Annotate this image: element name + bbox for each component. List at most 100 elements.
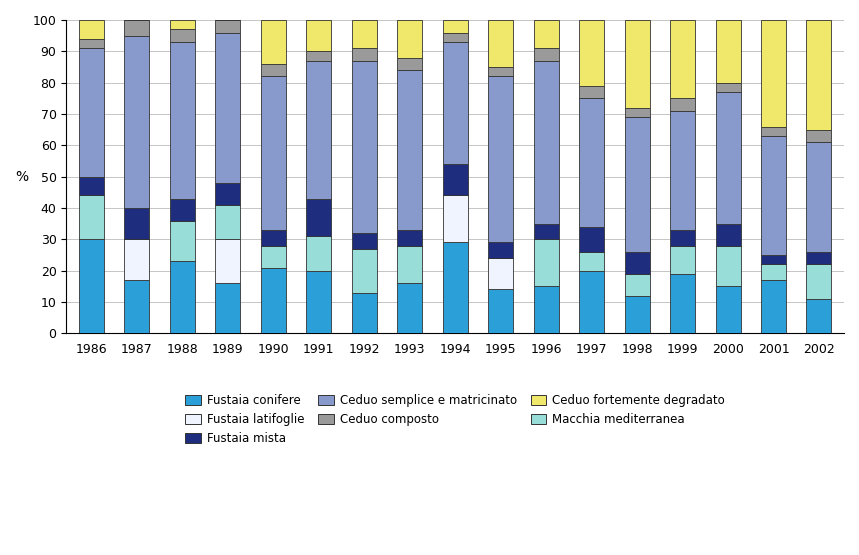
Bar — [761, 255, 786, 264]
Bar — [79, 39, 104, 48]
Bar — [442, 42, 467, 164]
Bar — [260, 64, 286, 77]
Bar — [716, 224, 740, 246]
Bar — [670, 274, 695, 334]
Bar — [216, 239, 241, 283]
Bar — [306, 20, 332, 51]
Bar — [670, 230, 695, 246]
Bar — [397, 283, 422, 334]
Bar — [351, 249, 377, 292]
Bar — [351, 233, 377, 249]
Bar — [79, 176, 104, 195]
Bar — [260, 77, 286, 230]
Bar — [351, 20, 377, 48]
Bar — [306, 199, 332, 236]
Bar — [807, 264, 832, 299]
Bar — [170, 42, 195, 199]
Bar — [488, 20, 513, 67]
Bar — [170, 20, 195, 29]
Bar — [488, 290, 513, 334]
Bar — [397, 246, 422, 283]
Bar — [579, 20, 604, 86]
Bar — [125, 239, 149, 280]
Bar — [397, 230, 422, 246]
Bar — [306, 236, 332, 271]
Y-axis label: %: % — [15, 170, 28, 184]
Bar — [624, 296, 649, 334]
Bar — [624, 20, 649, 108]
Bar — [260, 20, 286, 64]
Bar — [761, 264, 786, 280]
Bar — [260, 268, 286, 334]
Bar — [397, 20, 422, 58]
Bar — [807, 20, 832, 130]
Bar — [670, 246, 695, 274]
Bar — [442, 33, 467, 42]
Bar — [216, 183, 241, 205]
Bar — [488, 67, 513, 77]
Bar — [351, 48, 377, 60]
Bar — [579, 271, 604, 334]
Bar — [306, 51, 332, 60]
Bar — [397, 70, 422, 230]
Bar — [807, 142, 832, 252]
Bar — [125, 280, 149, 334]
Bar — [533, 48, 558, 60]
Bar — [716, 246, 740, 286]
Bar — [579, 252, 604, 271]
Bar — [306, 60, 332, 199]
Bar — [716, 20, 740, 83]
Bar — [306, 271, 332, 334]
Bar — [579, 227, 604, 252]
Bar — [624, 108, 649, 117]
Bar — [488, 258, 513, 290]
Bar — [670, 111, 695, 230]
Bar — [216, 205, 241, 239]
Bar — [216, 20, 241, 33]
Bar — [216, 283, 241, 334]
Bar — [351, 60, 377, 233]
Bar — [716, 83, 740, 92]
Bar — [807, 252, 832, 264]
Bar — [125, 20, 149, 36]
Legend: Fustaia conifere, Fustaia latifoglie, Fustaia mista, Ceduo semplice e matricinat: Fustaia conifere, Fustaia latifoglie, Fu… — [180, 390, 729, 450]
Bar — [807, 130, 832, 142]
Bar — [761, 280, 786, 334]
Bar — [397, 58, 422, 70]
Bar — [442, 243, 467, 334]
Bar — [716, 286, 740, 334]
Bar — [670, 98, 695, 111]
Bar — [170, 261, 195, 334]
Bar — [533, 20, 558, 48]
Bar — [533, 224, 558, 239]
Bar — [488, 77, 513, 243]
Bar — [533, 286, 558, 334]
Bar — [260, 246, 286, 268]
Bar — [807, 299, 832, 334]
Bar — [624, 117, 649, 252]
Bar — [624, 274, 649, 296]
Bar — [579, 98, 604, 227]
Bar — [533, 239, 558, 286]
Bar — [79, 48, 104, 176]
Bar — [716, 92, 740, 224]
Bar — [260, 230, 286, 246]
Bar — [442, 164, 467, 195]
Bar — [170, 220, 195, 261]
Bar — [624, 252, 649, 274]
Bar — [442, 20, 467, 33]
Bar — [125, 36, 149, 208]
Bar — [442, 195, 467, 243]
Bar — [125, 208, 149, 239]
Bar — [79, 239, 104, 334]
Bar — [761, 127, 786, 136]
Bar — [488, 243, 513, 258]
Bar — [533, 60, 558, 224]
Bar — [761, 20, 786, 127]
Bar — [761, 136, 786, 255]
Bar — [79, 195, 104, 239]
Bar — [579, 86, 604, 98]
Bar — [170, 199, 195, 220]
Bar — [216, 33, 241, 183]
Bar — [670, 20, 695, 98]
